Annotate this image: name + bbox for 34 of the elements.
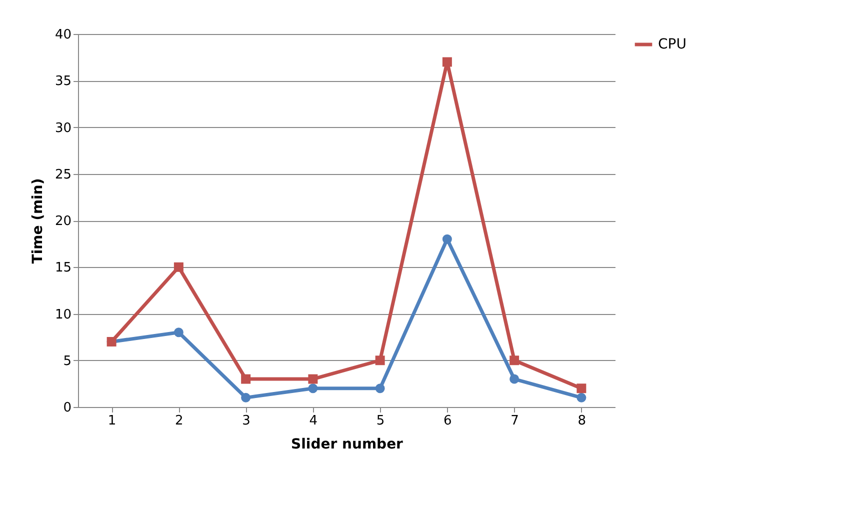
x-tick-label: 2 xyxy=(175,414,184,428)
y-tick-label: 35 xyxy=(54,74,72,90)
x-tick-label: 3 xyxy=(242,414,250,428)
point xyxy=(241,392,251,402)
point xyxy=(375,356,385,366)
x-tick-label: 5 xyxy=(376,414,385,428)
legend-label: CPU xyxy=(658,36,686,52)
point xyxy=(308,374,318,384)
x-axis-title: Slider number xyxy=(291,436,404,452)
x-tick-label: 7 xyxy=(510,414,519,428)
x-tick-label: 4 xyxy=(309,414,318,428)
x-tick-label: 6 xyxy=(444,414,452,428)
x-tick-label: 1 xyxy=(108,414,116,428)
y-tick-label: 40 xyxy=(54,28,72,42)
y-axis-title: Time (min) xyxy=(30,178,46,264)
y-tick-label: 25 xyxy=(54,167,72,182)
point xyxy=(442,234,452,244)
point xyxy=(510,374,520,384)
point xyxy=(442,57,452,67)
y-tick-label: 5 xyxy=(63,354,72,369)
point xyxy=(576,384,586,394)
y-tick-label: 20 xyxy=(54,214,72,229)
y-tick-label: 30 xyxy=(54,120,72,136)
y-tick-label: 10 xyxy=(54,307,72,322)
x-tick-label: 8 xyxy=(578,414,586,428)
point xyxy=(308,384,318,394)
point xyxy=(375,384,385,394)
point xyxy=(241,374,251,384)
point xyxy=(174,328,184,338)
point xyxy=(174,262,184,272)
point xyxy=(576,392,586,402)
y-tick-label: 0 xyxy=(63,400,72,416)
y-tick-label: 15 xyxy=(54,260,72,276)
point xyxy=(510,356,520,366)
